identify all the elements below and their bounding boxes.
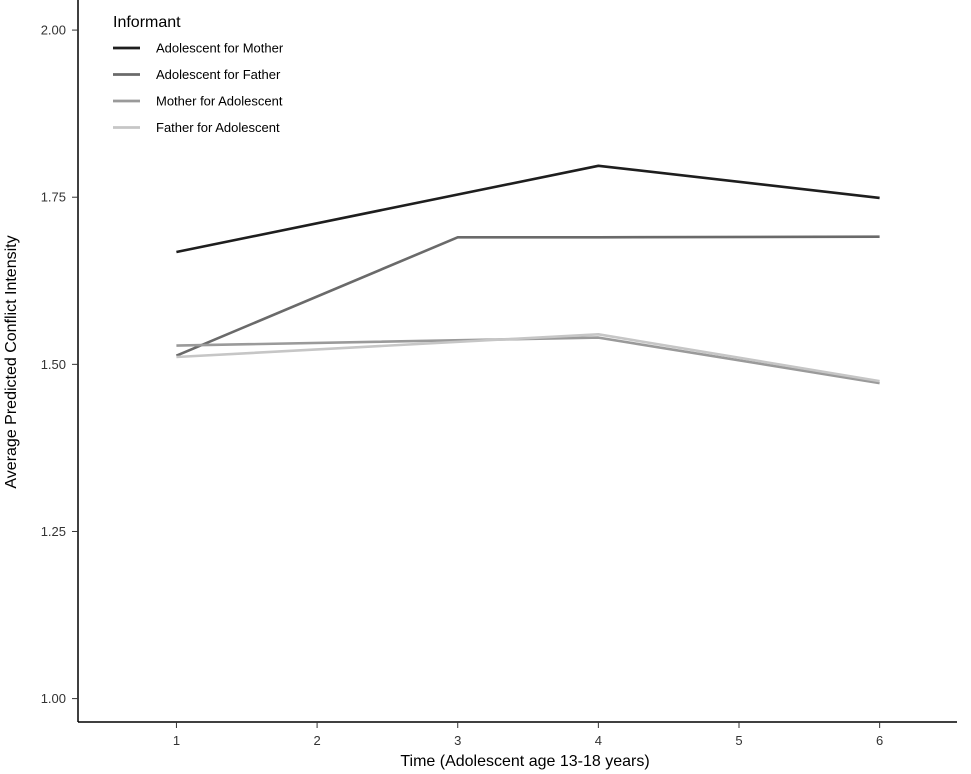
y-ticks: 1.00 1.25 1.50 1.75 2.00 xyxy=(41,23,78,706)
y-tick-label: 1.75 xyxy=(41,190,66,205)
legend-label: Adolescent for Father xyxy=(156,67,281,82)
x-tick-label: 4 xyxy=(595,733,602,748)
legend-label: Mother for Adolescent xyxy=(156,94,283,109)
x-tick-label: 5 xyxy=(735,733,742,748)
y-tick-label: 1.25 xyxy=(41,524,66,539)
series-line-1 xyxy=(176,164,880,254)
legend-label: Adolescent for Mother xyxy=(156,41,284,56)
axes xyxy=(77,0,957,723)
y-tick-label: 1.00 xyxy=(41,691,66,706)
x-ticks: 1 2 3 4 5 6 xyxy=(173,722,883,748)
y-tick-label: 1.50 xyxy=(41,357,66,372)
x-tick-label: 3 xyxy=(454,733,461,748)
x-tick-label: 6 xyxy=(876,733,883,748)
series-line-3 xyxy=(176,336,880,385)
x-tick-label: 2 xyxy=(313,733,320,748)
series-line-2 xyxy=(175,235,880,357)
x-tick-label: 1 xyxy=(173,733,180,748)
legend-label: Father for Adolescent xyxy=(156,120,280,135)
legend: Informant Adolescent for Mother Adolescen… xyxy=(113,14,284,135)
plot-lines xyxy=(175,164,880,385)
legend-title: Informant xyxy=(113,14,181,31)
y-tick-label: 2.00 xyxy=(41,23,66,38)
series-line-4 xyxy=(176,332,880,383)
y-axis-title: Average Predicted Conflict Intensity xyxy=(3,235,20,488)
x-axis-title: Time (Adolescent age 13-18 years) xyxy=(400,753,649,770)
